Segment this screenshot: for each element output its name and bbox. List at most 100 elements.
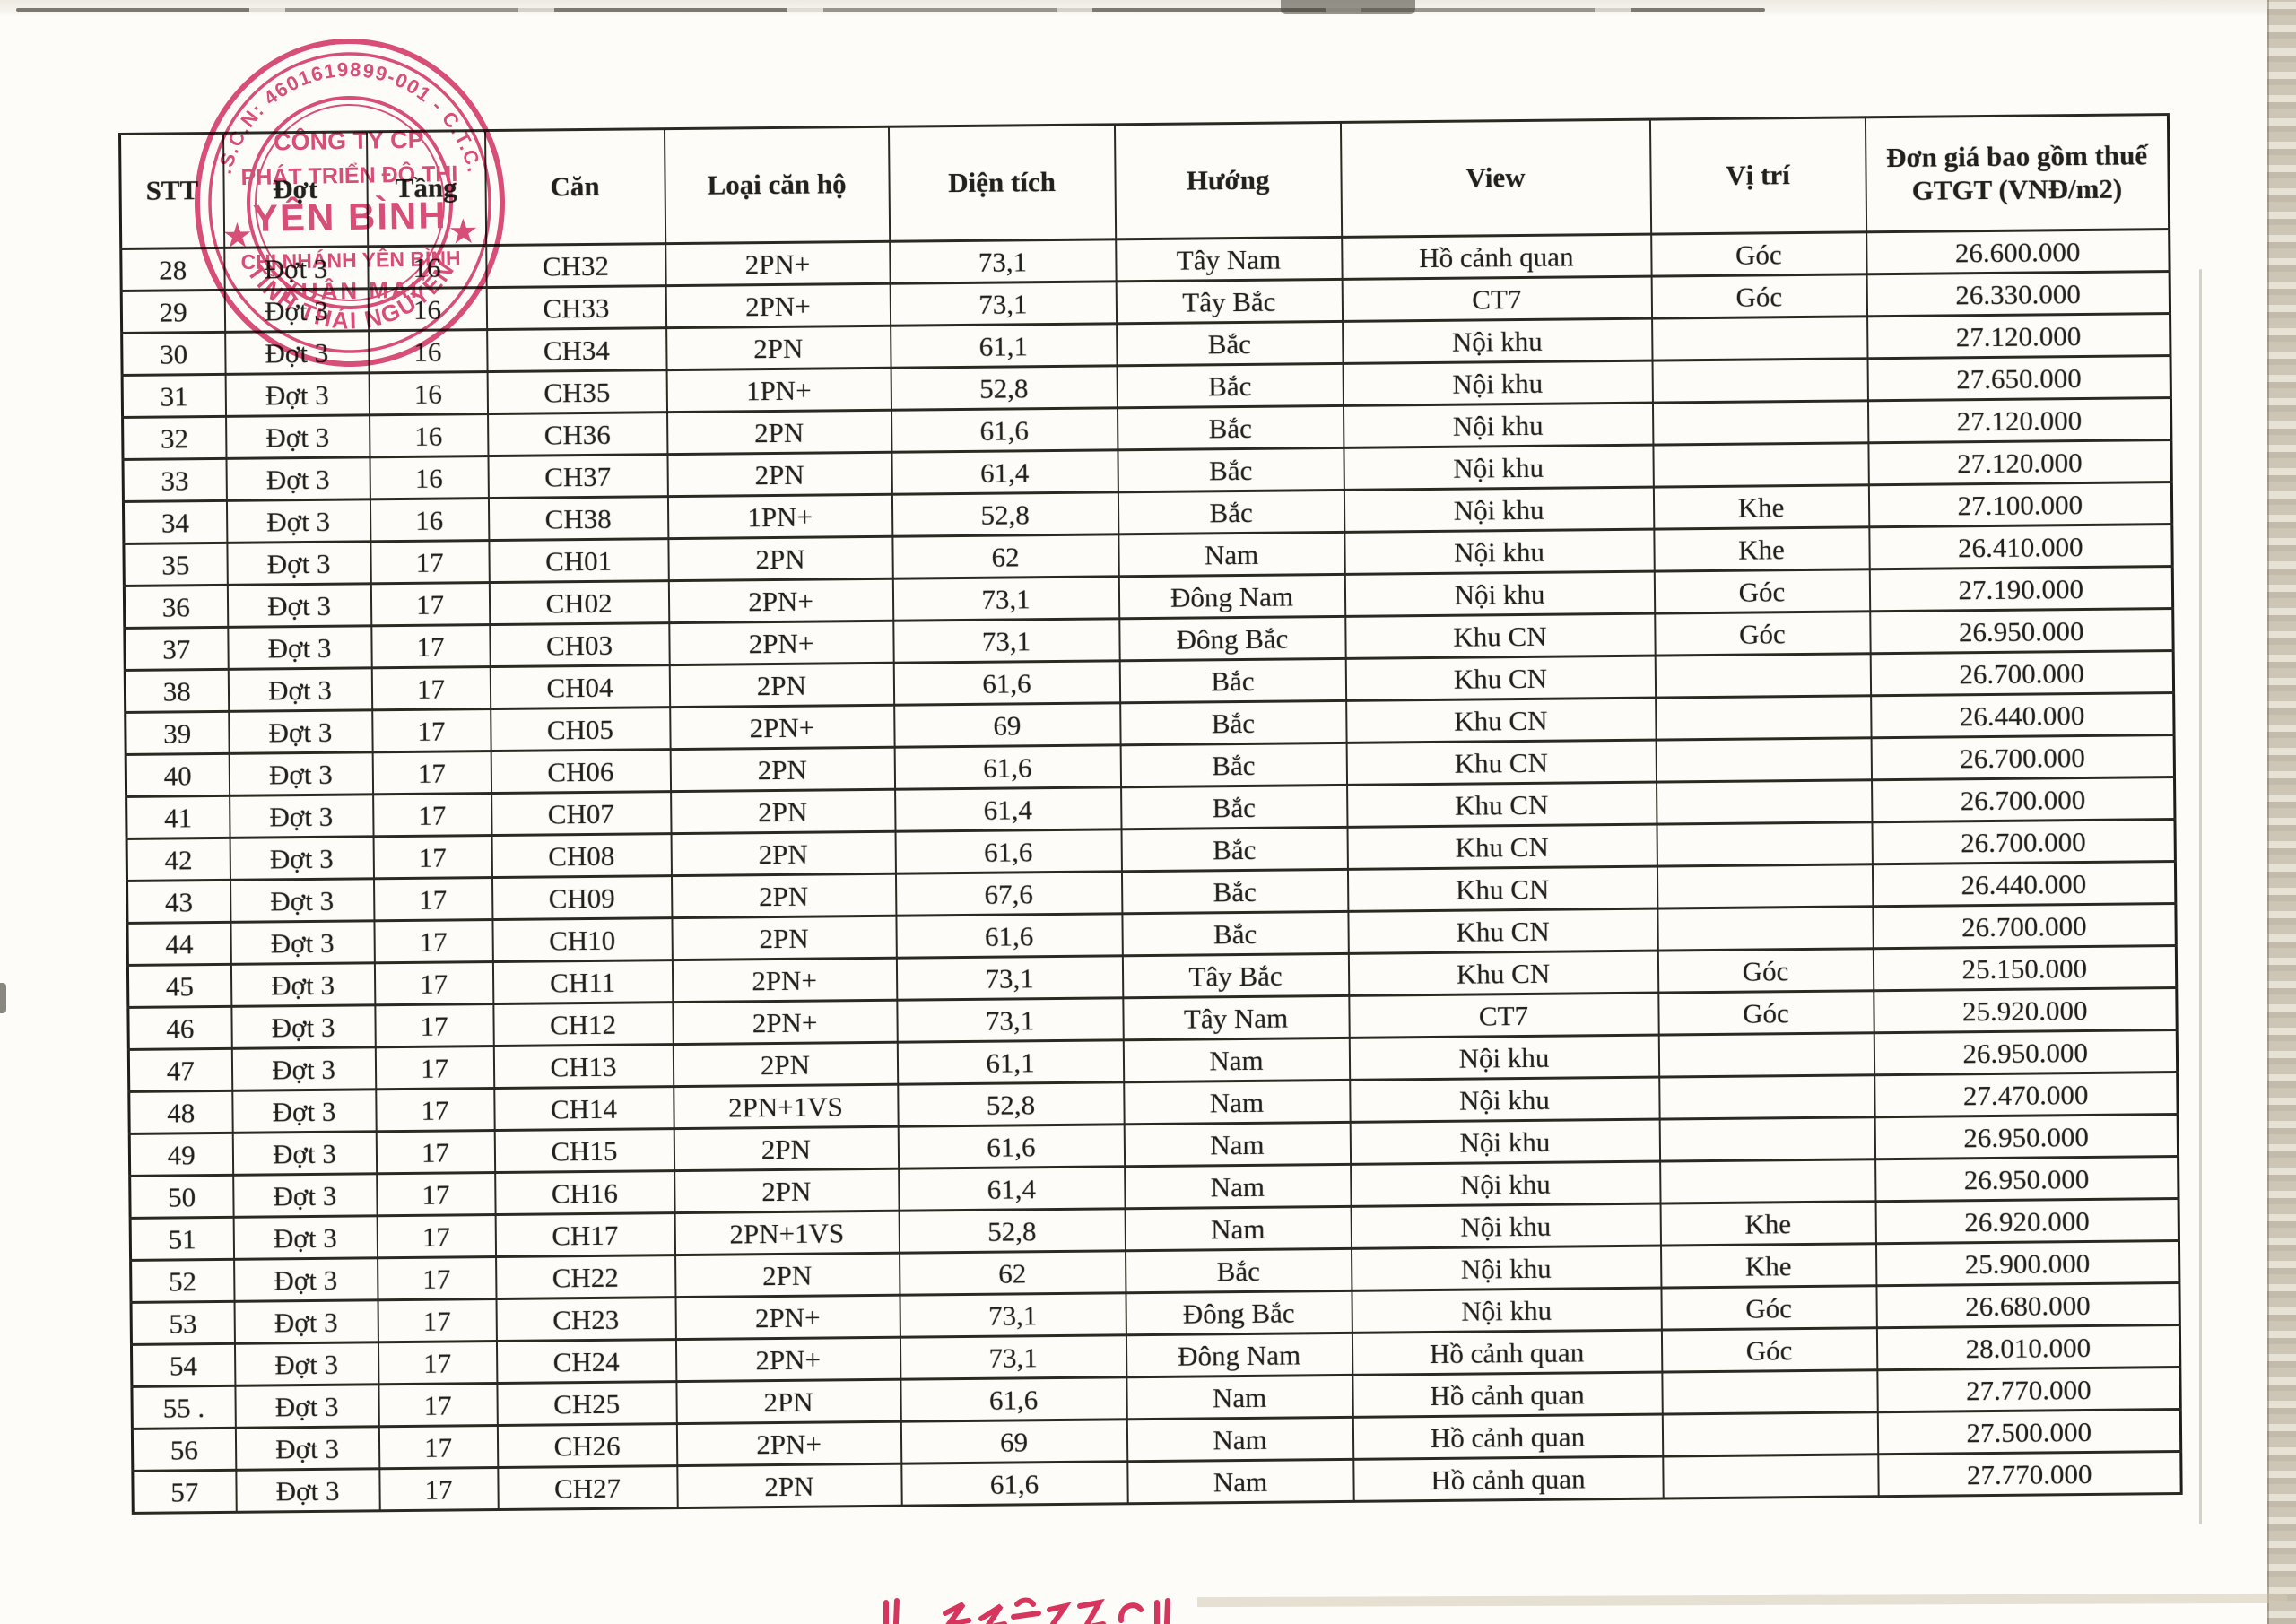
red-ink-fragment [877,1597,1182,1624]
cell-can: CH05 [490,707,671,751]
cell-huong: Tây Nam [1122,995,1350,1040]
cell-can: CH11 [492,960,673,1004]
cell-stt: 48 [128,1090,233,1134]
cell-stt: 57 [132,1470,237,1514]
cell-stt: 34 [123,500,227,544]
cell-loai-can-ho: 2PN [676,1463,902,1508]
cell-huong: Bắc [1119,658,1346,703]
cell-view: Khu CN [1346,782,1657,828]
cell-dot: Đợt 3 [235,1468,380,1513]
cell-tang: 17 [376,1130,495,1174]
cell-tang: 17 [375,1046,494,1090]
cell-vi-tri [1657,906,1874,951]
stamp-branch-name: CHI NHÁNH YÊN BÌNH [240,246,460,274]
cell-dien-tich: 61,1 [890,323,1118,369]
cell-dien-tich: 52,8 [897,1081,1125,1127]
cell-dot: Đợt 3 [225,414,370,459]
cell-tang: 17 [373,877,492,921]
cell-don-gia: 26.700.000 [1871,819,2176,864]
cell-tang: 17 [371,666,491,710]
cell-can: CH10 [491,917,673,962]
cell-stt: 47 [128,1048,232,1092]
cell-can: CH12 [492,1002,674,1046]
cell-tang: 17 [378,1341,497,1385]
col-header-dien-tich: Diện tích [888,124,1116,242]
cell-loai-can-ho: 2PN+ [665,283,891,328]
cell-loai-can-ho: 2PN+ [674,1295,900,1340]
cell-dien-tich: 73,1 [899,1292,1126,1338]
cell-tang: 17 [372,751,491,795]
cell-huong: Nam [1126,1417,1353,1462]
cell-view: Khu CN [1348,951,1658,996]
cell-can: CH02 [489,580,669,625]
cell-dien-tich: 61,6 [900,1376,1127,1422]
cell-view: Nội khu [1351,1288,1662,1333]
cell-vi-tri [1659,1159,1876,1204]
cell-can: CH33 [486,285,666,330]
cell-loai-can-ho: 2PN+1VS [674,1211,900,1255]
cell-tang: 17 [375,1088,495,1132]
cell-loai-can-ho: 1PN+ [667,494,892,539]
cell-don-gia: 26.680.000 [1875,1282,2180,1328]
cell-tang: 16 [369,371,488,415]
cell-huong: Tây Bắc [1116,279,1343,324]
cell-vi-tri [1652,400,1868,446]
cell-vi-tri [1651,316,1868,361]
cell-view: Nội khu [1343,360,1653,406]
cell-can: CH15 [494,1128,674,1173]
cell-dien-tich: 61,6 [893,660,1120,706]
cell-can: CH09 [491,875,672,920]
cell-view: Khu CN [1346,740,1657,786]
cell-loai-can-ho: 2PN+ [665,241,891,286]
cell-loai-can-ho: 2PN+ [668,621,894,665]
cell-huong: Nam [1123,1080,1351,1125]
cell-dot: Đợt 3 [230,1004,376,1049]
cell-dien-tich: 73,1 [892,618,1120,664]
cell-don-gia: 25.150.000 [1873,945,2177,991]
cell-can: CH35 [487,369,667,414]
cell-vi-tri [1652,442,1869,488]
cell-view: Nội khu [1342,318,1653,364]
cell-dot: Đợt 3 [231,1046,376,1091]
cell-don-gia: 28.010.000 [1876,1324,2180,1370]
cell-vi-tri [1658,1074,1875,1120]
cell-don-gia: 26.700.000 [1872,903,2177,949]
cell-vi-tri [1655,695,1872,741]
col-header-loai-can-ho: Loại căn hộ [664,126,890,244]
cell-huong: Tây Nam [1115,237,1343,282]
cell-dien-tich: 73,1 [892,576,1119,621]
cell-stt: 39 [125,711,230,755]
cell-dot: Đợt 3 [227,625,372,670]
cell-don-gia: 27.100.000 [1868,482,2172,527]
cell-loai-can-ho: 2PN [674,1126,899,1171]
cell-view: Nội khu [1351,1246,1661,1291]
cell-loai-can-ho: 2PN+ [672,958,897,1003]
cell-dot: Đợt 3 [234,1384,379,1429]
cell-dien-tich: 61,4 [898,1166,1126,1211]
cell-stt: 50 [129,1175,234,1219]
cell-huong: Bắc [1117,363,1344,408]
cell-huong: Bắc [1121,911,1349,956]
cell-loai-can-ho: 2PN [666,410,891,455]
cell-vi-tri [1652,358,1868,404]
cell-huong: Đông Nam [1126,1333,1352,1377]
cell-view: Nội khu [1343,445,1654,491]
table-body: 28 Đợt 3 16 CH32 2PN+ 73,1 Tây Nam Hồ cảnh quan… [120,229,2182,1514]
cell-loai-can-ho: 2PN [674,1253,900,1298]
cell-dien-tich: 61,4 [894,786,1122,832]
cell-don-gia: 26.950.000 [1874,1114,2179,1159]
cell-view: CT7 [1348,993,1659,1038]
cell-tang: 17 [374,961,493,1005]
cell-dot: Đợt 3 [230,962,375,1007]
cell-don-gia: 27.120.000 [1867,439,2172,485]
scan-left-ink-speck [0,983,6,1013]
cell-vi-tri: Khe [1653,484,1869,530]
cell-stt: 49 [129,1133,233,1177]
cell-huong: Bắc [1118,490,1344,534]
cell-tang: 17 [378,1383,498,1427]
cell-loai-can-ho: 2PN [675,1379,901,1424]
cell-loai-can-ho: 2PN+ [668,578,893,623]
cell-view: Khu CN [1347,866,1657,912]
cell-don-gia: 26.700.000 [1871,777,2175,822]
cell-can: CH06 [491,749,671,794]
